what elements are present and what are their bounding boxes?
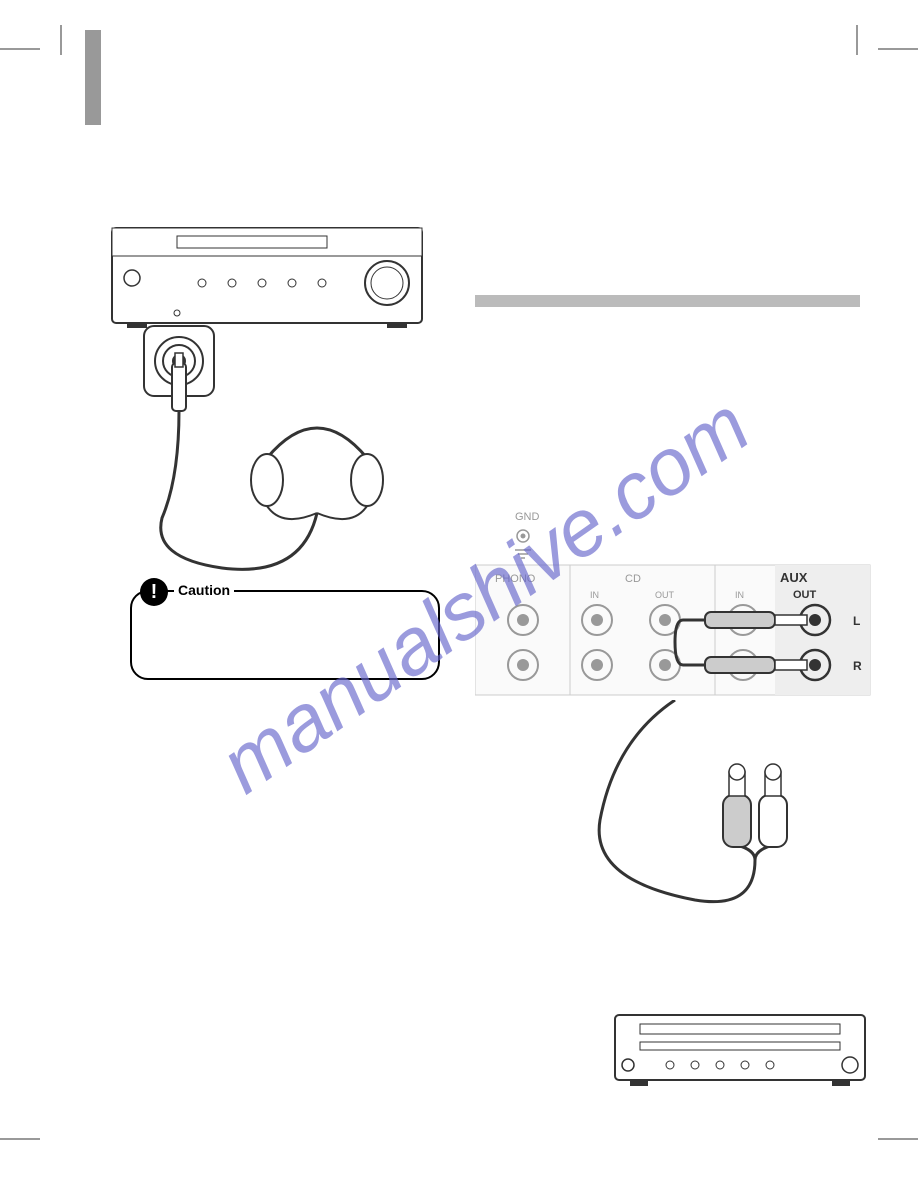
- caution-label: Caution: [174, 582, 234, 598]
- cd-label: CD: [625, 573, 641, 585]
- crop-mark: [878, 1138, 918, 1140]
- receiver-headphone-diagram: [102, 218, 432, 598]
- caution-icon: !: [140, 578, 168, 606]
- crop-mark: [0, 1138, 40, 1140]
- phono-label: PHONO: [495, 573, 536, 585]
- svg-text:IN: IN: [590, 590, 599, 600]
- crop-mark: [856, 25, 858, 55]
- aux-label: AUX: [780, 570, 808, 585]
- rca-cable-diagram: [475, 700, 875, 1000]
- crop-mark: [878, 48, 918, 50]
- crop-mark: [0, 48, 40, 50]
- rear-jack-panel: GND PHONO CD AUX IN OUT IN OUT L R: [475, 510, 875, 710]
- svg-text:IN: IN: [735, 590, 744, 600]
- svg-text:R: R: [853, 659, 862, 673]
- right-column: [475, 295, 875, 467]
- caution-box: ! Caution: [130, 590, 440, 680]
- section-divider-bar: [475, 295, 860, 307]
- crop-mark: [60, 25, 62, 55]
- gnd-label: GND: [515, 511, 540, 523]
- svg-text:L: L: [853, 614, 860, 628]
- svg-text:OUT: OUT: [655, 590, 675, 600]
- recorder-device-diagram: [610, 1010, 870, 1095]
- svg-text:OUT: OUT: [793, 589, 817, 601]
- section-tab: [85, 30, 101, 125]
